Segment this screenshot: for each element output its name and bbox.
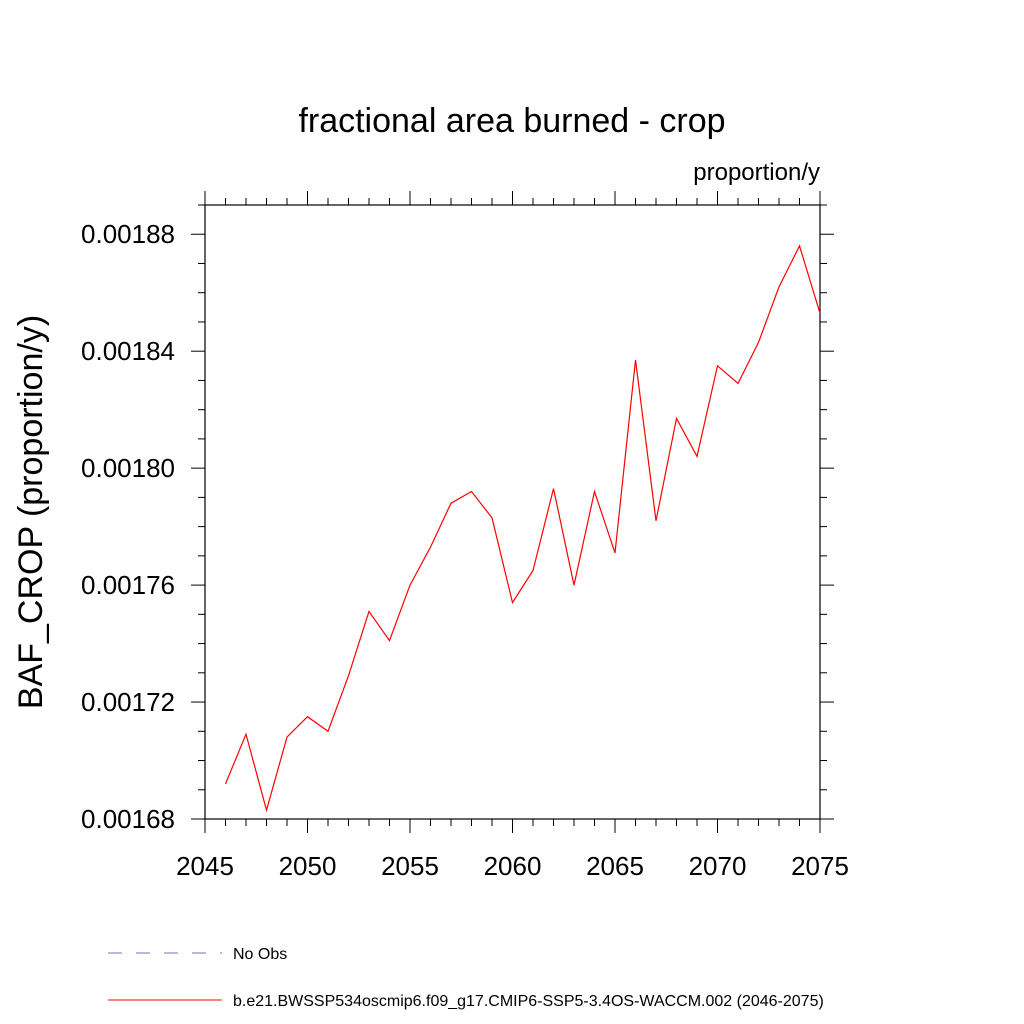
x-tick-label: 2070 xyxy=(689,851,747,881)
x-tick-label: 2075 xyxy=(791,851,849,881)
y-tick-label: 0.00188 xyxy=(81,219,175,249)
x-tick-label: 2060 xyxy=(484,851,542,881)
y-axis-label: BAF_CROP (proportion/y) xyxy=(12,315,50,709)
x-tick-label: 2065 xyxy=(586,851,644,881)
legend-label: b.e21.BWSSP534oscmip6.f09_g17.CMIP6-SSP5… xyxy=(233,993,824,1010)
axis-ticks xyxy=(191,191,834,833)
x-tick-label: 2045 xyxy=(176,851,234,881)
x-tick-label: 2055 xyxy=(381,851,439,881)
y-tick-label: 0.00176 xyxy=(81,570,175,600)
y-tick-label: 0.00172 xyxy=(81,687,175,717)
legend-label: No Obs xyxy=(233,946,287,963)
units-label: proportion/y xyxy=(693,159,820,186)
y-tick-label: 0.00180 xyxy=(81,453,175,483)
tick-labels: 2045 2050 2055 2060 2065 2070 2075 0.00168 0.001… xyxy=(81,219,849,881)
y-tick-label: 0.00184 xyxy=(81,336,175,366)
series-line xyxy=(224,244,821,813)
legend: No Obs b.e21.BWSSP534oscmip6.f09_g17.CMIP… xyxy=(108,946,824,1010)
y-tick-label: 0.00168 xyxy=(81,804,175,834)
series-layer xyxy=(224,244,821,813)
chart-title: fractional area burned - crop xyxy=(298,102,725,140)
x-tick-label: 2050 xyxy=(279,851,337,881)
